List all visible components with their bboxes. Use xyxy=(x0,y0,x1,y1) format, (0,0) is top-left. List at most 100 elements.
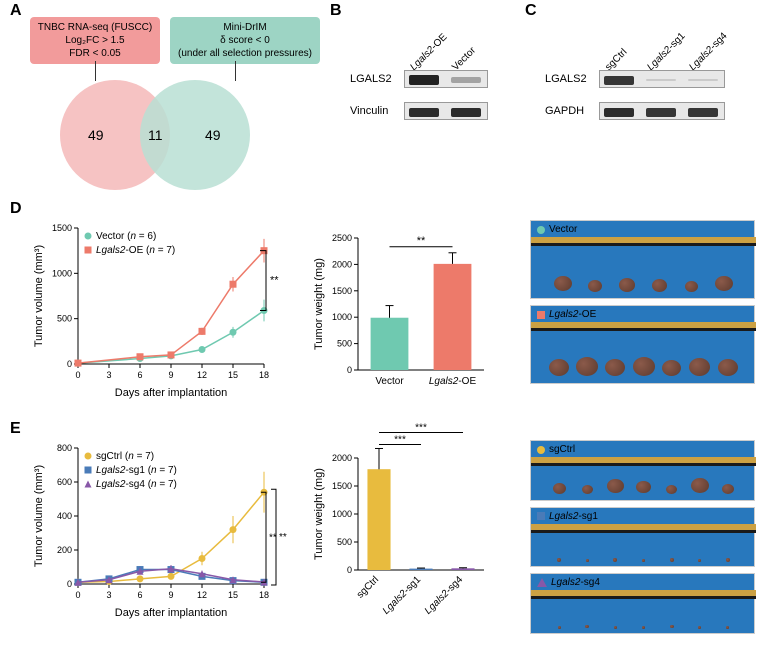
svg-text:2500: 2500 xyxy=(332,233,352,243)
blot-row-label: Vinculin xyxy=(350,105,388,117)
panel-c-blot: sgCtrlLgals2-sg1Lgals2-sg4LGALS2GAPDH xyxy=(545,20,765,180)
blot-band xyxy=(688,79,718,81)
svg-text:**: ** xyxy=(270,275,279,287)
svg-text:0: 0 xyxy=(75,590,80,600)
blot-band xyxy=(604,108,634,117)
svg-text:2000: 2000 xyxy=(332,259,352,269)
tumor xyxy=(613,558,617,561)
tumor xyxy=(633,357,655,376)
blot-row xyxy=(404,70,488,88)
blot-row xyxy=(599,102,725,120)
svg-text:Lgals2-sg4 (n = 7): Lgals2-sg4 (n = 7) xyxy=(96,479,177,490)
svg-text:200: 200 xyxy=(57,545,72,555)
svg-text:0: 0 xyxy=(67,359,72,369)
tumor xyxy=(670,558,674,561)
svg-text:Vector: Vector xyxy=(375,376,404,387)
tumor xyxy=(582,485,593,494)
panel-e-photos: sgCtrl Lgals2-sg1 Lgals2-sg4 xyxy=(530,440,770,650)
svg-text:12: 12 xyxy=(197,590,207,600)
svg-text:Tumor weight (mg): Tumor weight (mg) xyxy=(313,468,325,560)
svg-text:1000: 1000 xyxy=(332,312,352,322)
blot-row-label: GAPDH xyxy=(545,105,584,117)
svg-text:0: 0 xyxy=(67,579,72,589)
tumor xyxy=(585,625,589,628)
svg-text:sgCtrl: sgCtrl xyxy=(355,574,381,600)
svg-text:**: ** xyxy=(279,532,287,543)
lane-label: Lgals2-OE xyxy=(408,32,449,73)
svg-text:Tumor volume (mm³): Tumor volume (mm³) xyxy=(33,245,45,347)
tumor-photo: Lgals2-sg4 xyxy=(530,573,755,634)
blot-row xyxy=(599,70,725,88)
bar-svg: 0500100015002000sgCtrlLgals2-sg1Lgals2-s… xyxy=(310,440,490,640)
svg-text:500: 500 xyxy=(337,339,352,349)
blot-band xyxy=(604,76,634,85)
svg-text:Days after implantation: Days after implantation xyxy=(115,387,228,399)
panel-d-weight-chart: 05001000150020002500VectorLgals2-OETumor… xyxy=(310,220,490,400)
svg-text:15: 15 xyxy=(228,590,238,600)
tumor xyxy=(588,280,602,292)
photo-label: Lgals2-OE xyxy=(537,309,596,320)
panel-c-label: C xyxy=(525,2,537,20)
tumor xyxy=(558,626,561,629)
tumor-photo: Lgals2-sg1 xyxy=(530,507,755,568)
tumor xyxy=(607,479,624,493)
svg-text:800: 800 xyxy=(57,443,72,453)
tumor xyxy=(726,626,729,629)
svg-text:1000: 1000 xyxy=(52,268,72,278)
venn-right-count: 49 xyxy=(205,127,221,143)
svg-text:6: 6 xyxy=(137,590,142,600)
tumor xyxy=(576,357,598,376)
photo-label: Lgals2-sg4 xyxy=(537,577,600,588)
svg-text:9: 9 xyxy=(168,590,173,600)
svg-text:600: 600 xyxy=(57,477,72,487)
growth-svg: 02004006008000369121518Days after implan… xyxy=(30,440,270,620)
tumor xyxy=(698,626,701,629)
venn-left-count: 49 xyxy=(88,127,104,143)
tumor xyxy=(691,478,709,493)
blot-row-label: LGALS2 xyxy=(545,73,587,85)
panel-b-label: B xyxy=(330,2,342,20)
tumor xyxy=(689,358,710,376)
tumor xyxy=(605,359,625,376)
svg-text:12: 12 xyxy=(197,370,207,380)
svg-text:9: 9 xyxy=(168,370,173,380)
panel-e-growth-chart: 02004006008000369121518Days after implan… xyxy=(30,440,270,640)
ruler-dark xyxy=(531,328,756,331)
tumor xyxy=(619,278,635,292)
svg-text:400: 400 xyxy=(57,511,72,521)
photo-label: sgCtrl xyxy=(537,444,575,455)
blot-band xyxy=(688,108,718,117)
svg-text:15: 15 xyxy=(228,370,238,380)
connector-left xyxy=(95,61,96,81)
growth-svg: 0500100015000369121518Days after implant… xyxy=(30,220,270,400)
tumor xyxy=(726,558,730,561)
tumor xyxy=(722,484,734,494)
panel-e-label: E xyxy=(10,420,21,438)
svg-text:1500: 1500 xyxy=(332,481,352,491)
panel-d-label: D xyxy=(10,200,22,218)
ruler-dark xyxy=(531,463,756,466)
panel-a-venn: TNBC RNA-seq (FUSCC)Log₂FC > 1.5FDR < 0.… xyxy=(10,5,310,185)
svg-text:Tumor weight (mg): Tumor weight (mg) xyxy=(313,258,325,350)
lane-label: Vector xyxy=(450,45,478,73)
blot-band xyxy=(409,108,439,117)
blot-band xyxy=(451,77,481,83)
bar-svg: 05001000150020002500VectorLgals2-OETumor… xyxy=(310,220,490,400)
lane-label: Lgals2-sg1 xyxy=(645,31,687,73)
svg-text:sgCtrl (n = 7): sgCtrl (n = 7) xyxy=(96,451,154,462)
tumor xyxy=(586,559,589,562)
connector-right xyxy=(235,61,236,81)
tumor xyxy=(557,558,561,561)
ruler-dark xyxy=(531,530,756,533)
svg-text:0: 0 xyxy=(347,565,352,575)
panel-d-photos: VectorLgals2-OE xyxy=(530,220,770,400)
svg-text:1500: 1500 xyxy=(332,286,352,296)
blot-band xyxy=(451,108,481,117)
tumor-photo: Lgals2-OE xyxy=(530,305,755,384)
panel-b-blot: Lgals2-OEVectorLGALS2Vinculin xyxy=(350,20,510,180)
svg-text:Days after implantation: Days after implantation xyxy=(115,607,228,619)
tumor xyxy=(715,276,733,291)
svg-text:**: ** xyxy=(417,235,426,247)
svg-text:500: 500 xyxy=(57,314,72,324)
svg-text:500: 500 xyxy=(337,537,352,547)
